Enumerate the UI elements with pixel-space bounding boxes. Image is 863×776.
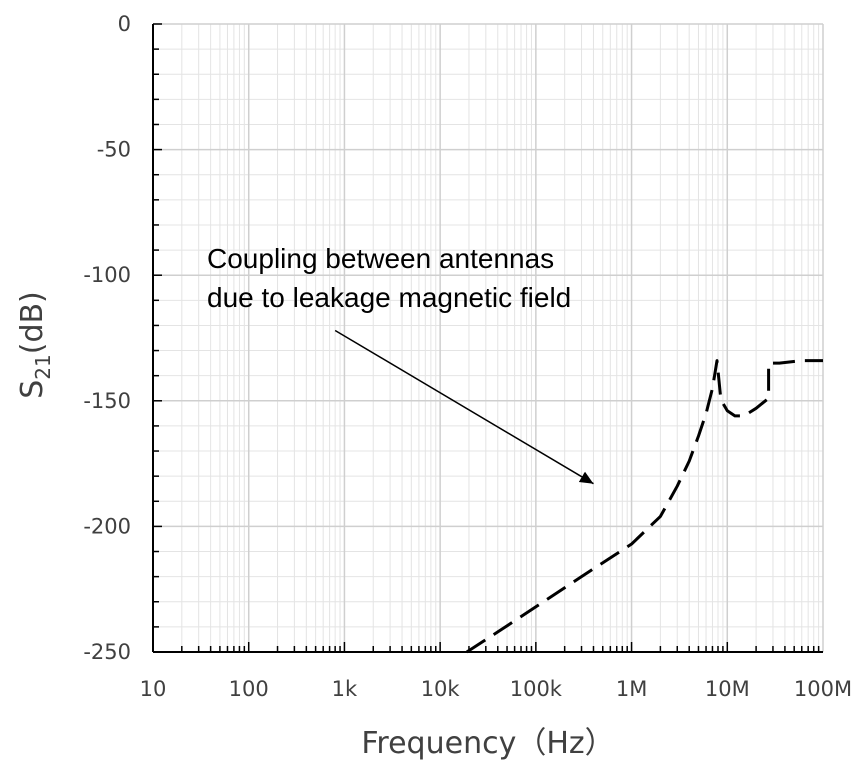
y-tick-label: -50 — [97, 138, 131, 162]
y-axis-title: S21(dB) — [15, 291, 55, 399]
x-tick-label: 10 — [140, 677, 167, 701]
x-tick-labels: 10 100 1k 10k 100k 1M 10M 100M — [140, 677, 852, 701]
series-layer — [465, 359, 823, 654]
minor-grid — [153, 24, 823, 652]
y-tick-label: -250 — [83, 640, 131, 664]
annotation-line-1: Coupling between antennas — [207, 243, 554, 274]
annotation: Coupling between antennas due to leakage… — [207, 243, 594, 485]
x-tick-label: 1M — [616, 677, 647, 701]
y-axis-title-subscript: 21 — [31, 354, 55, 379]
x-tick-label: 100k — [510, 677, 563, 701]
y-axis-title-main: S — [15, 380, 50, 399]
y-tick-labels: 0 -50 -100 -150 -200 -250 — [83, 12, 131, 664]
x-tick-label: 100M — [794, 677, 852, 701]
y-tick-label: -200 — [83, 514, 131, 538]
series-line-0 — [465, 359, 823, 654]
x-tick-label: 1k — [332, 677, 358, 701]
y-axis-title-unit: (dB) — [15, 291, 50, 354]
x-axis-title: Frequency（Hz） — [361, 726, 614, 761]
x-tick-label: 100 — [229, 677, 269, 701]
y-tick-label: -100 — [83, 263, 131, 287]
x-tick-label: 10M — [705, 677, 750, 701]
annotation-line-2: due to leakage magnetic field — [207, 282, 571, 313]
axes — [152, 23, 823, 653]
x-tick-label: 10k — [421, 677, 461, 701]
annotation-arrow — [334, 329, 594, 485]
y-tick-label: 0 — [118, 12, 131, 36]
y-tick-label: -150 — [83, 389, 131, 413]
